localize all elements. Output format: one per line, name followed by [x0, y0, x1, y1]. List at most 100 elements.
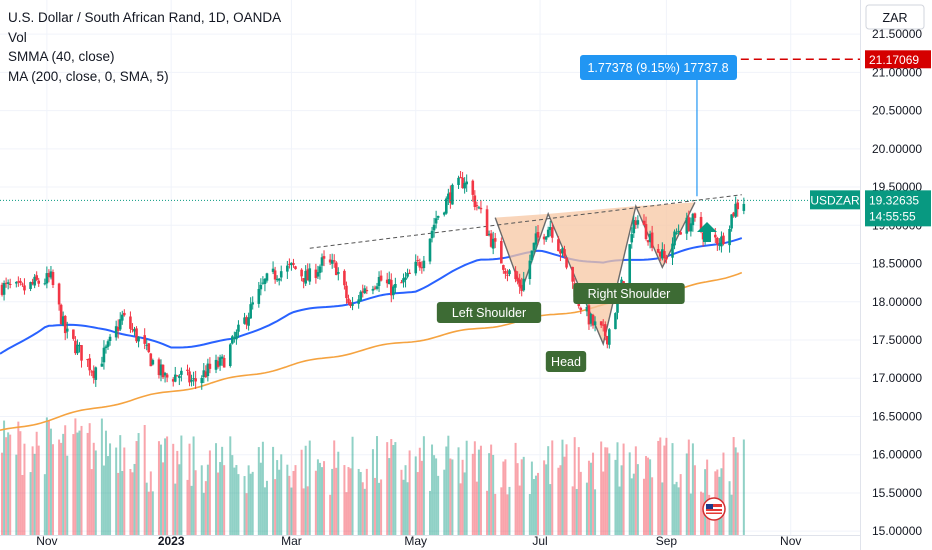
volume-bar — [357, 468, 360, 535]
candle — [277, 277, 281, 286]
candle — [442, 211, 446, 217]
x-tick-label: Jul — [532, 534, 547, 548]
volume-bar — [547, 446, 550, 535]
candle — [245, 315, 248, 330]
candle — [347, 294, 350, 305]
volume-bar — [443, 469, 446, 535]
volume-bar — [190, 485, 193, 535]
volume-bar — [349, 468, 352, 535]
candle — [465, 174, 468, 192]
candle — [434, 210, 438, 229]
volume-bar — [72, 434, 75, 535]
candle — [294, 265, 297, 270]
candle — [542, 233, 546, 245]
candle — [449, 185, 452, 209]
volume-bar — [64, 425, 67, 535]
legend-symbol: U.S. Dollar / South African Rand, 1D, OA… — [8, 10, 282, 25]
y-tick-label: 21.50000 — [872, 27, 922, 41]
volume-bar — [516, 463, 519, 535]
candle — [143, 328, 146, 350]
candle — [634, 216, 638, 229]
volume-bar — [734, 447, 737, 535]
countdown-label: 14:55:55 — [869, 209, 916, 223]
volume-bar — [420, 460, 423, 535]
volume-bar — [17, 421, 20, 535]
volume-bar — [316, 459, 319, 535]
volume-bar — [320, 467, 323, 535]
candle — [728, 225, 731, 253]
volume-bar — [620, 465, 623, 535]
volume-bar — [49, 428, 52, 535]
up-arrow-icon — [697, 222, 717, 242]
candle — [477, 205, 481, 210]
volume-bar — [665, 437, 668, 535]
candle — [6, 279, 10, 290]
candle — [520, 277, 524, 297]
symbol-tag: USDZAR — [810, 193, 860, 207]
candle — [100, 356, 104, 367]
volume-bar — [380, 479, 383, 535]
volume-bar — [172, 443, 175, 535]
volume-bar — [274, 479, 277, 535]
candle — [261, 276, 265, 285]
volume-bar — [208, 450, 211, 535]
candle — [171, 377, 175, 387]
volume-bar — [251, 471, 254, 535]
volume-bar — [329, 494, 332, 535]
candle — [76, 339, 79, 356]
volume-bar — [233, 467, 236, 535]
volume-bar — [145, 482, 148, 535]
volume-bar — [600, 441, 603, 535]
candle — [677, 224, 680, 236]
right-shoulder-label: Right Shoulder — [588, 287, 671, 301]
candle — [320, 253, 324, 273]
candle — [665, 254, 668, 264]
candle — [679, 230, 682, 235]
volume-bar — [186, 479, 189, 535]
candle — [21, 282, 24, 287]
volume-bar — [76, 432, 79, 535]
volume-bar — [445, 446, 448, 535]
candle — [151, 358, 155, 366]
currency-badge: ZAR — [883, 11, 908, 25]
candle — [636, 215, 640, 229]
candle — [742, 197, 746, 215]
candle — [300, 268, 303, 282]
candle — [716, 236, 719, 251]
candle — [736, 199, 740, 217]
volume-bar — [402, 479, 405, 535]
volume-bar — [280, 454, 283, 535]
x-tick-label: May — [404, 534, 427, 548]
volume-bar — [261, 441, 264, 535]
legend-vol: Vol — [8, 29, 27, 45]
volume-bar — [594, 489, 597, 535]
candle — [159, 359, 163, 382]
candle — [632, 215, 636, 238]
legend: U.S. Dollar / South African Rand, 1D, OA… — [8, 8, 281, 86]
volume-bar — [522, 456, 525, 535]
candle — [259, 278, 263, 296]
candle — [88, 353, 91, 376]
candle — [292, 258, 295, 268]
candle — [463, 177, 466, 194]
candle — [371, 285, 375, 295]
candle — [45, 266, 49, 289]
volume-bar — [107, 456, 110, 535]
candle — [502, 264, 505, 274]
candle — [548, 220, 552, 237]
candle — [528, 254, 532, 285]
candle — [133, 326, 136, 336]
candle — [359, 290, 363, 302]
volume-bar — [414, 456, 417, 535]
volume-bar — [347, 467, 350, 535]
candle — [273, 266, 277, 284]
volume-bar — [506, 494, 509, 535]
volume-bar — [742, 439, 745, 535]
candle — [161, 364, 165, 379]
candle — [536, 225, 540, 245]
volume-bar — [675, 481, 678, 535]
candle — [114, 320, 118, 341]
volume-bars — [1, 417, 745, 535]
candle — [222, 354, 226, 368]
